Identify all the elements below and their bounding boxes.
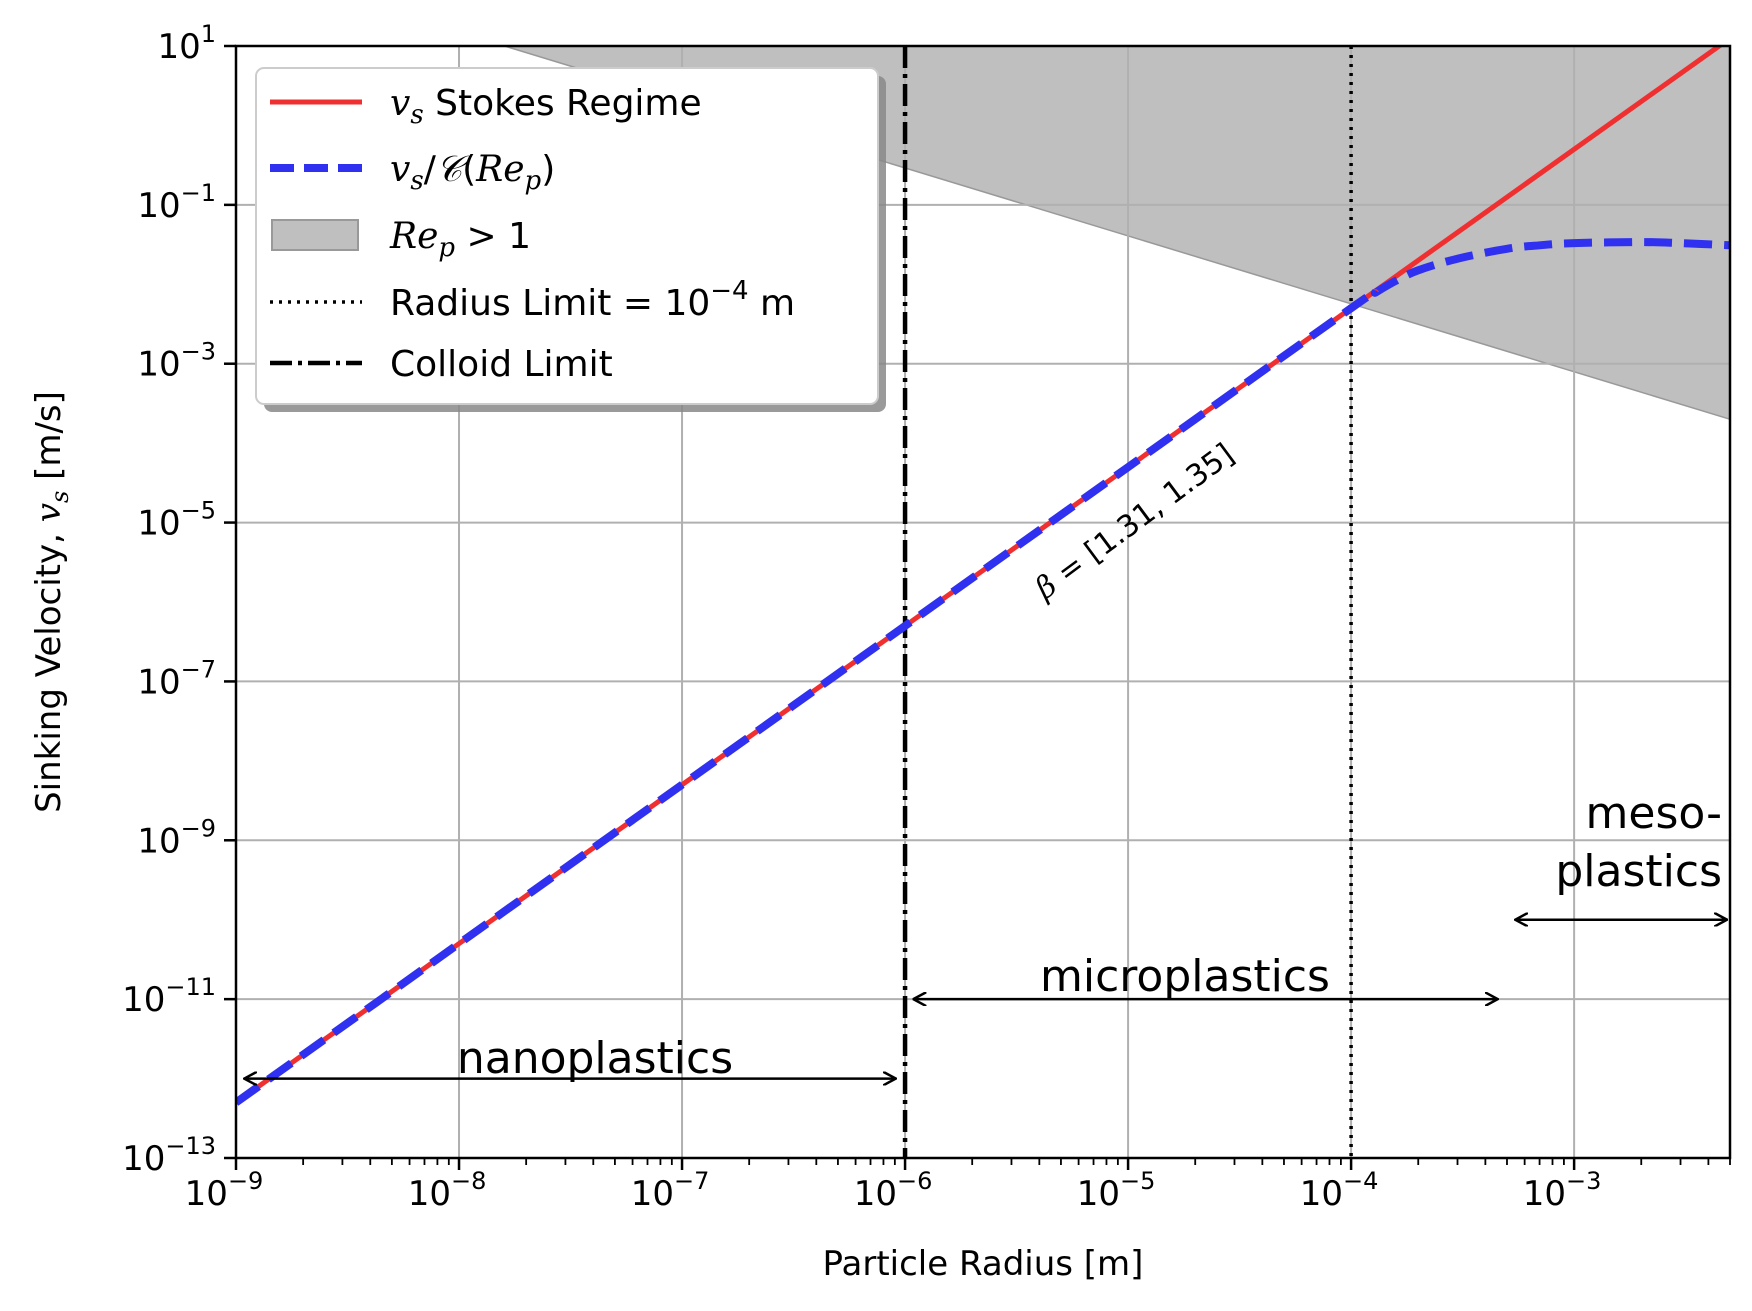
x-axis-tick-labels: 10−9 10−8 10−7 10−6 10−5 10−4 10−3 bbox=[185, 1167, 1602, 1214]
x-axis-label: Particle Radius [m] bbox=[823, 1244, 1144, 1284]
nanoplastics-label: nanoplastics bbox=[457, 1033, 733, 1084]
legend-swatch-re bbox=[271, 219, 359, 251]
y-tick-label: 10−3 bbox=[137, 338, 216, 385]
y-tick-label: 10−1 bbox=[137, 179, 216, 226]
legend-label-corrected: vs/𝒞(Rep) bbox=[390, 149, 555, 196]
x-axis-ticks bbox=[234, 1158, 1731, 1170]
x-tick-label: 10−6 bbox=[854, 1167, 933, 1214]
axes-frame bbox=[234, 44, 1732, 1160]
x-tick-label: 10−9 bbox=[185, 1167, 264, 1214]
y-tick-label: 101 bbox=[157, 20, 216, 67]
mesoplastics-label-line2: plastics bbox=[1555, 846, 1722, 897]
y-axis-label-var: v bbox=[29, 503, 69, 522]
legend-label-stokes: vs Stokes Regime bbox=[390, 83, 702, 130]
y-axis-label-sub: s bbox=[46, 491, 74, 503]
x-tick-label: 10−4 bbox=[1300, 1167, 1379, 1214]
y-tick-label: 10−5 bbox=[137, 497, 216, 544]
x-tick-label: 10−5 bbox=[1077, 1167, 1156, 1214]
y-tick-label: 10−13 bbox=[122, 1132, 216, 1179]
legend: vs Stokes Regime vs/𝒞(Rep) Rep > 1 Radiu… bbox=[255, 67, 886, 412]
y-axis-ticks bbox=[224, 44, 236, 1160]
y-axis-tick-labels: 101 10−1 10−3 10−5 10−7 10−9 10−11 10−13 bbox=[122, 20, 216, 1179]
x-tick-label: 10−8 bbox=[408, 1167, 487, 1214]
legend-label-re: Rep > 1 bbox=[389, 216, 531, 263]
y-axis-label-suffix: [m/s] bbox=[29, 391, 69, 491]
series-corrected-line bbox=[236, 238, 1730, 1106]
y-axis-label: Sinking Velocity, vs [m/s] bbox=[29, 391, 74, 813]
x-tick-label: 10−3 bbox=[1523, 1167, 1602, 1214]
y-tick-label: 10−7 bbox=[137, 655, 216, 702]
mesoplastics-label-line1: meso- bbox=[1586, 788, 1722, 839]
y-tick-label: 10−9 bbox=[137, 814, 216, 861]
x-tick-label: 10−7 bbox=[631, 1167, 710, 1214]
legend-label-radius: Radius Limit = 10−4 m bbox=[390, 276, 795, 324]
y-axis-label-prefix: Sinking Velocity, bbox=[29, 522, 69, 813]
microplastics-label: microplastics bbox=[1040, 951, 1330, 1002]
legend-box bbox=[255, 67, 879, 405]
series-stokes-line bbox=[236, 46, 1724, 1105]
legend-label-colloid: Colloid Limit bbox=[390, 344, 613, 385]
y-tick-label: 10−11 bbox=[122, 973, 216, 1020]
